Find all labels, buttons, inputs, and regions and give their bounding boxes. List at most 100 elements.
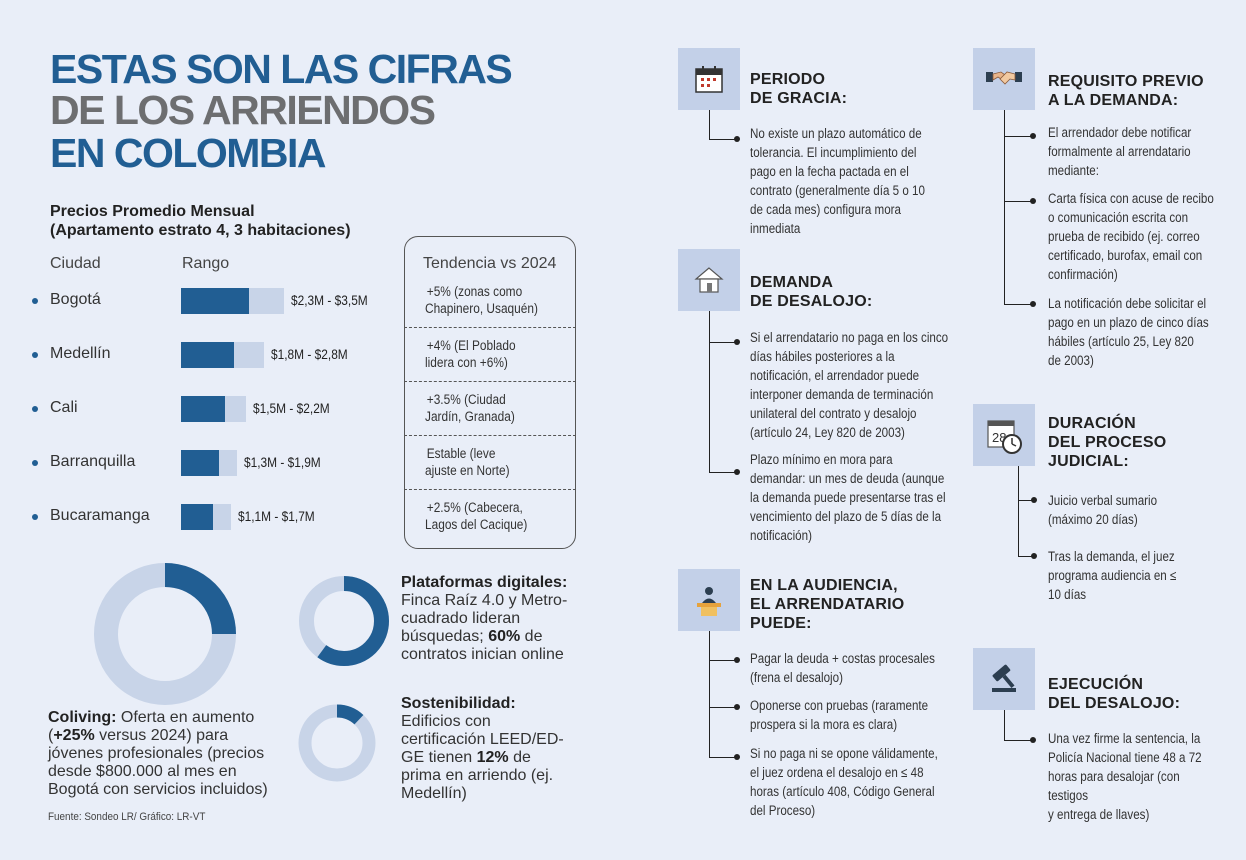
section-title-requisito: REQUISITO PREVIO A LA DEMANDA: [1048, 72, 1204, 110]
handshake-icon [973, 48, 1035, 110]
range-label: $2,3M - $3,5M [291, 292, 368, 308]
donut-plataformas-value [299, 576, 389, 666]
speaker-podium-icon [678, 569, 740, 631]
plataformas-line: cuadrado lideran [401, 610, 521, 627]
connector-line [709, 342, 737, 343]
coliving-text: Coliving: Oferta en aumento (+25% versus… [48, 709, 288, 799]
requisito-item-1: El arrendador debe notificar formalmente … [1048, 125, 1192, 178]
requisito-item-2: Carta física con acuse de recibo o comuni… [1048, 191, 1214, 282]
subtitle-line-2: (Apartamento estrato 4, 3 habitaciones) [50, 222, 351, 239]
plataformas-line: contratos inician online [401, 646, 564, 663]
bullet [734, 469, 740, 475]
section-title-audiencia: EN LA AUDIENCIA, EL ARRENDATARIO PUEDE: [750, 576, 904, 633]
row-bullet [32, 514, 38, 520]
audiencia-item-3: Si no paga ni se opone válidamente, el ju… [750, 746, 938, 818]
row-divider [404, 327, 576, 328]
plataformas-line: Finca Raíz 4.0 y Metro- [401, 592, 568, 609]
duracion-item-2: Tras la demanda, el juez programa audienc… [1048, 549, 1177, 602]
ejecucion-item-1: Una vez firme la sentencia, la Policía Na… [1048, 731, 1202, 822]
bar-min [181, 450, 220, 476]
house-icon [678, 249, 740, 311]
sostenibilidad-line: prima en arriendo (ej. [401, 767, 554, 784]
sostenibilidad-line: Edificios con [401, 713, 491, 730]
range-label: $1,5M - $2,2M [252, 400, 330, 416]
bullet [1030, 133, 1036, 139]
plataformas-text: Plataformas digitales: Finca Raíz 4.0 y … [401, 574, 591, 664]
trend-line: +4% (El Poblado [426, 338, 516, 353]
title-line: DE DESALOJO: [750, 293, 873, 310]
audiencia-item-1: Pagar la deuda + costas procesales (frena… [750, 651, 935, 685]
trend-text: +5% (zonas como Chapinero, Usaquén) [425, 283, 538, 317]
trend-line: +2.5% (Cabecera, [426, 500, 523, 515]
trend-line: +3.5% (Ciudad [426, 392, 506, 407]
row-divider [404, 489, 576, 490]
bar-min [181, 396, 226, 422]
title-line: A LA DEMANDA: [1048, 92, 1179, 109]
donut-sostenibilidad [298, 704, 376, 782]
demanda-item-1: Si el arrendatario no paga en los cinco d… [750, 330, 949, 440]
connector-line [1018, 466, 1019, 556]
trend-line: ajuste en Norte) [425, 463, 510, 478]
subtitle-line-1: Precios Promedio Mensual [50, 203, 255, 220]
range-label: $1,1M - $1,7M [238, 508, 315, 524]
column-header-trend: Tendencia vs 2024 [423, 255, 557, 272]
sostenibilidad-text: Sostenibilidad: Edificios con certificac… [401, 695, 591, 803]
title-line: DEMANDA [750, 274, 834, 291]
coliving-line: Bogotá con servicios incluidos) [48, 781, 268, 798]
title-line: DE GRACIA: [750, 90, 848, 107]
section-title-ejecucion: EJECUCIÓN DEL DESALOJO: [1048, 675, 1180, 713]
title-line-2: DE LOS ARRIENDOS [50, 87, 436, 133]
trend-line: lidera con +6%) [425, 355, 508, 370]
title-line: DEL PROCESO [1048, 434, 1167, 451]
title-line: PERIODO [750, 71, 826, 88]
connector-line [709, 707, 737, 708]
city-label: Bucaramanga [50, 507, 150, 524]
sostenibilidad-percent: 12% [476, 749, 509, 766]
coliving-line: desde $800.000 al mes en [48, 763, 237, 780]
duracion-item-1: Juicio verbal sumario (máximo 20 días) [1048, 493, 1158, 527]
city-label: Bogotá [50, 291, 101, 308]
row-bullet [32, 352, 38, 358]
coliving-paren: ( [48, 727, 54, 744]
sostenibilidad-line: de [508, 749, 531, 766]
connector-line [709, 472, 737, 473]
connector-line [709, 660, 737, 661]
sostenibilidad-label: Sostenibilidad: [401, 695, 516, 712]
bullet [734, 704, 740, 710]
row-bullet [32, 298, 38, 304]
section-title-duracion: DURACIÓN DEL PROCESO JUDICIAL: [1048, 414, 1166, 471]
trend-line: Estable (leve [426, 446, 496, 461]
bullet [1030, 301, 1036, 307]
title-line: DEL DESALOJO: [1048, 695, 1181, 712]
title-line: REQUISITO PREVIO [1048, 73, 1204, 90]
connector-line [1018, 500, 1034, 501]
trend-text: +4% (El Poblado lidera con +6%) [425, 337, 516, 371]
connector-line [1004, 304, 1032, 305]
donut-coliving-value [94, 563, 236, 705]
row-bullet [32, 460, 38, 466]
city-label: Barranquilla [50, 453, 136, 470]
title-line: EL ARRENDATARIO [750, 596, 905, 613]
coliving-line: Oferta en aumento [120, 709, 255, 726]
row-divider [404, 381, 576, 382]
city-label: Cali [50, 399, 78, 416]
trend-line: Lagos del Cacique) [425, 517, 528, 532]
row-divider [404, 435, 576, 436]
bullet [734, 136, 740, 142]
sostenibilidad-line: certificación LEED/ED- [401, 731, 564, 748]
row-bullet [32, 406, 38, 412]
periodo-item-1: No existe un plazo automático de toleranc… [750, 126, 925, 236]
trend-text: +2.5% (Cabecera, Lagos del Cacique) [425, 499, 527, 533]
donut-plataformas [299, 576, 389, 666]
trend-line: +5% (zonas como [426, 284, 523, 299]
connector-line [1004, 110, 1005, 304]
connector-line [709, 110, 710, 139]
bullet [734, 339, 740, 345]
bar-min [181, 504, 214, 530]
section-title-periodo: PERIODO DE GRACIA: [750, 70, 847, 108]
coliving-label: Coliving: [48, 709, 117, 726]
calendar-clock-icon: 28 [973, 404, 1035, 466]
plataformas-line: búsquedas; [401, 628, 489, 645]
coliving-line: jóvenes profesionales (precios [48, 745, 265, 762]
trend-text: Estable (leve ajuste en Norte) [425, 445, 510, 479]
